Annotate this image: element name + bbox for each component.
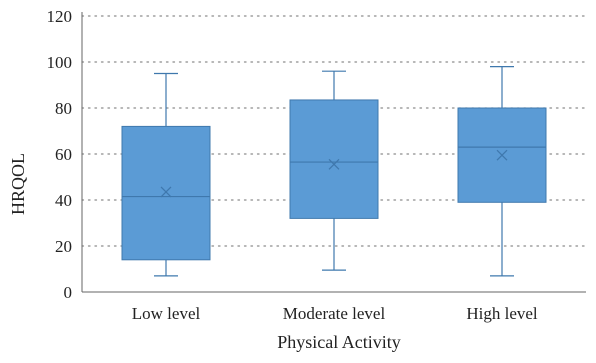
- y-tick-label-0: 0: [64, 283, 73, 302]
- y-axis-title: HRQOL: [8, 153, 28, 215]
- x-tick-label-moderate-level: Moderate level: [283, 304, 386, 323]
- y-tick-label-80: 80: [55, 99, 72, 118]
- box-low-level: [121, 72, 211, 277]
- y-tick-label-120: 120: [47, 7, 73, 26]
- x-tick-label-low-level: Low level: [132, 304, 201, 323]
- y-tick-label-100: 100: [47, 53, 73, 72]
- y-tick-label-20: 20: [55, 237, 72, 256]
- axes: [81, 12, 586, 293]
- box-series: [121, 65, 547, 277]
- box-moderate-level: [289, 70, 379, 271]
- box-high-level: [457, 65, 547, 277]
- x-tick-label-high-level: High level: [466, 304, 538, 323]
- tick-labels: 0 20 40 60 80 100 120 Low level Moderate level Hi…: [47, 7, 538, 323]
- y-tick-label-60: 60: [55, 145, 72, 164]
- mean-marker-b: [496, 149, 508, 161]
- mean-marker-b: [328, 158, 340, 170]
- mean-marker-b: [160, 186, 172, 198]
- y-tick-label-40: 40: [55, 191, 72, 210]
- x-axis-title: Physical Activity: [277, 332, 401, 352]
- iqr-box: [289, 99, 379, 219]
- iqr-box: [121, 125, 211, 261]
